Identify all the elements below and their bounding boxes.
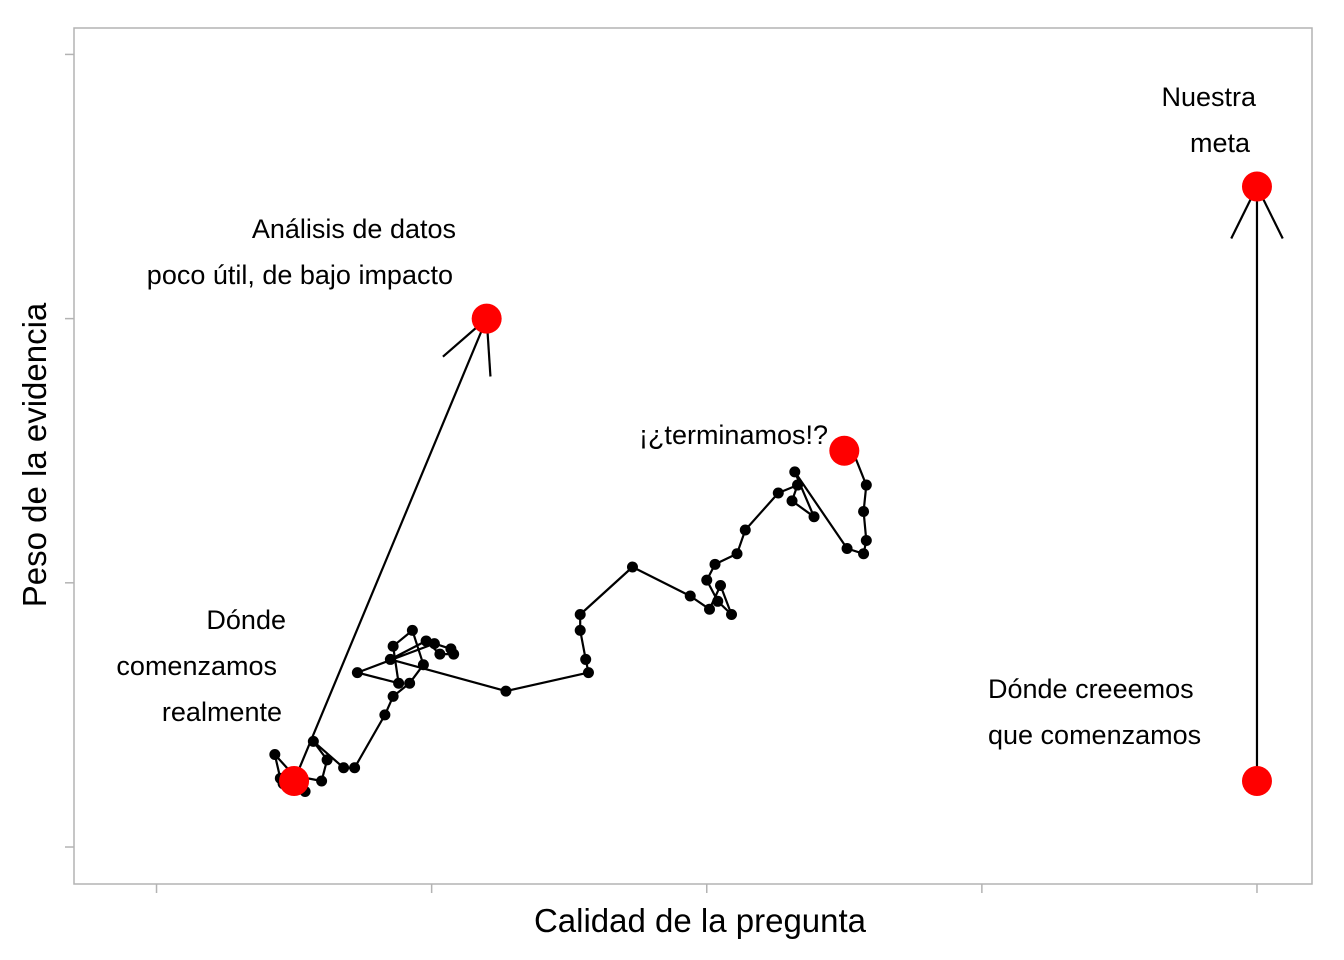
trajectory [273, 450, 868, 793]
annotation-goal-line: meta [1190, 128, 1251, 158]
data-point [417, 659, 429, 671]
data-point [404, 677, 416, 689]
annotation-start_real-line: Dónde [206, 605, 286, 635]
highlight-points [279, 171, 1272, 796]
data-point [574, 624, 586, 636]
data-point [428, 638, 440, 650]
data-point [712, 595, 724, 607]
highlight-point-finished [829, 435, 860, 466]
data-point [789, 466, 801, 478]
annotation-start_real-line: comenzamos [116, 651, 277, 681]
data-point [269, 749, 281, 761]
data-point [792, 479, 804, 491]
highlight-point-believed_start [1241, 765, 1272, 796]
x-axis-label: Calidad de la pregunta [534, 902, 867, 939]
data-point [351, 667, 363, 679]
data-point [379, 709, 391, 721]
data-point [434, 648, 446, 660]
plot-frame [73, 27, 1313, 885]
data-point [772, 487, 784, 499]
data-point [582, 667, 594, 679]
data-point [860, 535, 872, 547]
data-point [739, 524, 751, 536]
axis-ticks [65, 53, 1258, 893]
data-point [574, 609, 586, 621]
data-point [321, 754, 333, 766]
y-axis-label: Peso de la evidencia [16, 302, 53, 607]
data-point [701, 574, 713, 586]
data-point [387, 640, 399, 652]
data-point [704, 603, 716, 615]
data-point [500, 685, 512, 697]
annotation-believed_start-line: Dónde creeemos [988, 674, 1194, 704]
annotation-low_impact-line: poco útil, de bajo impacto [147, 260, 453, 290]
data-point [786, 495, 798, 507]
trajectory-line [273, 450, 868, 793]
annotation-start_real-line: realmente [162, 697, 282, 727]
annotation-goal-line: Nuestra [1161, 82, 1257, 112]
data-point [580, 653, 592, 665]
data-point [726, 609, 738, 621]
data-point [858, 548, 870, 560]
data-point [860, 479, 872, 491]
annotation-low_impact-line: Análisis de datos [252, 214, 456, 244]
data-point [448, 648, 460, 660]
highlight-point-goal [1241, 171, 1272, 202]
data-point [715, 579, 727, 591]
highlight-point-low_impact [471, 303, 502, 334]
data-point [420, 635, 432, 647]
arrow-shaft [293, 318, 488, 782]
annotation-finished-line: ¡¿terminamos!? [639, 420, 828, 450]
data-point [858, 505, 870, 517]
data-point [307, 735, 319, 747]
data-point [393, 677, 405, 689]
data-point [684, 590, 696, 602]
data-point [406, 624, 418, 636]
data-point [316, 775, 328, 787]
data-point [626, 561, 638, 573]
data-point [387, 690, 399, 702]
annotations: Dónde comenzamos realmente Análisis de dato… [116, 82, 1257, 750]
data-point [731, 548, 743, 560]
data-point [384, 653, 396, 665]
data-point [841, 542, 853, 554]
data-point [808, 511, 820, 523]
highlight-point-start_real [279, 765, 310, 796]
data-point [709, 558, 721, 570]
data-point [349, 762, 361, 774]
data-point [338, 762, 350, 774]
annotation-believed_start-line: que comenzamos [988, 720, 1201, 750]
